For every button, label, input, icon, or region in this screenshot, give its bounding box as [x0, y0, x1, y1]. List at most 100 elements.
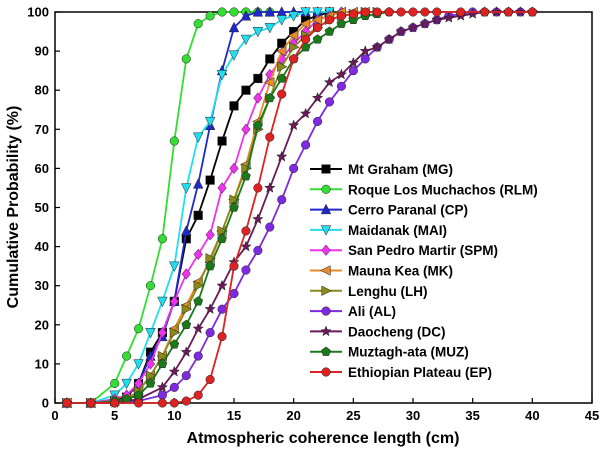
data-point	[277, 38, 287, 48]
data-point	[311, 92, 324, 103]
data-point	[253, 245, 263, 256]
data-point	[301, 34, 311, 44]
data-point	[276, 150, 288, 162]
series-9	[62, 6, 394, 408]
data-point	[217, 304, 227, 314]
legend-marker	[321, 306, 331, 316]
y-tick-label: 60	[35, 161, 49, 176]
data-point	[288, 11, 299, 22]
data-point	[193, 351, 203, 361]
data-point	[324, 15, 335, 25]
data-point	[253, 120, 263, 130]
data-point	[336, 11, 346, 21]
legend-label: Ethiopian Plateau (EP)	[348, 365, 492, 380]
data-point	[240, 240, 252, 252]
data-point	[193, 390, 203, 400]
data-point	[157, 350, 169, 362]
legend-item: Cerro Paranal (CP)	[310, 203, 468, 218]
data-point	[229, 288, 239, 299]
data-point	[205, 229, 215, 241]
data-point	[241, 171, 251, 181]
data-point	[311, 14, 323, 26]
data-point	[312, 34, 323, 44]
data-point	[443, 11, 455, 23]
data-point	[193, 296, 204, 306]
data-point	[169, 327, 181, 338]
series-10	[62, 7, 537, 408]
data-point	[252, 27, 264, 38]
data-point	[241, 265, 251, 275]
legend-marker	[321, 285, 332, 297]
series-line	[66, 11, 366, 404]
x-tick-label: 40	[525, 408, 539, 423]
x-tick-label: 20	[286, 408, 300, 423]
data-point	[193, 280, 205, 291]
series-layer	[61, 5, 539, 409]
y-tick-label: 30	[35, 278, 49, 293]
data-point	[253, 183, 263, 193]
data-point	[287, 119, 300, 131]
data-point	[240, 10, 252, 21]
data-point	[145, 328, 156, 339]
data-point	[396, 7, 406, 17]
data-point	[299, 107, 312, 119]
legend-label: Daocheng (DC)	[348, 324, 446, 339]
data-point	[228, 21, 240, 33]
data-point	[503, 7, 514, 17]
data-point	[192, 322, 204, 334]
x-tick-label: 35	[465, 408, 479, 423]
data-point	[217, 331, 227, 342]
x-tick-label: 5	[111, 408, 118, 423]
data-point	[456, 7, 466, 17]
data-point	[205, 253, 216, 264]
data-point	[204, 303, 216, 315]
x-tick-label: 10	[167, 408, 181, 423]
data-point	[121, 378, 132, 390]
x-tick-label: 45	[585, 408, 599, 423]
series-line	[66, 11, 342, 404]
y-tick-label: 70	[35, 122, 49, 137]
data-point	[360, 7, 370, 17]
data-point	[527, 7, 537, 17]
data-point	[419, 17, 431, 29]
data-point	[228, 50, 240, 61]
x-axis-label: Atmospheric coherence length (cm)	[187, 430, 460, 447]
data-point	[181, 225, 192, 236]
legend-label: Ali (AL)	[348, 304, 396, 319]
data-point	[86, 398, 96, 408]
data-point	[181, 396, 191, 406]
data-point	[110, 398, 120, 408]
data-point	[241, 123, 251, 135]
data-point	[181, 183, 192, 194]
data-point	[275, 45, 287, 57]
legend-marker	[321, 346, 331, 356]
legend-label: Lenghu (LH)	[348, 284, 427, 299]
data-point	[420, 7, 430, 17]
data-point	[252, 213, 264, 225]
data-point	[360, 54, 370, 64]
y-tick-label: 100	[27, 5, 49, 20]
series-3	[61, 7, 335, 409]
data-point	[192, 178, 204, 189]
data-point	[431, 13, 443, 25]
data-point	[289, 54, 299, 64]
data-point	[180, 346, 192, 358]
data-point	[253, 73, 263, 84]
data-point	[193, 210, 203, 220]
data-point	[169, 136, 179, 146]
data-point	[480, 7, 490, 17]
data-point	[169, 339, 180, 349]
legend-item: Ethiopian Plateau (EP)	[310, 365, 492, 380]
legend-item: Mt Graham (MG)	[310, 162, 453, 177]
data-point	[277, 89, 287, 99]
legend: Mt Graham (MG) Roque Los Muchachos (RLM) C…	[310, 162, 538, 380]
data-point	[312, 23, 323, 33]
data-point	[217, 225, 228, 237]
data-point	[241, 85, 251, 95]
data-point	[181, 303, 193, 315]
data-point	[276, 15, 287, 26]
data-point	[181, 54, 191, 64]
data-point	[289, 163, 299, 173]
data-point	[263, 77, 275, 88]
